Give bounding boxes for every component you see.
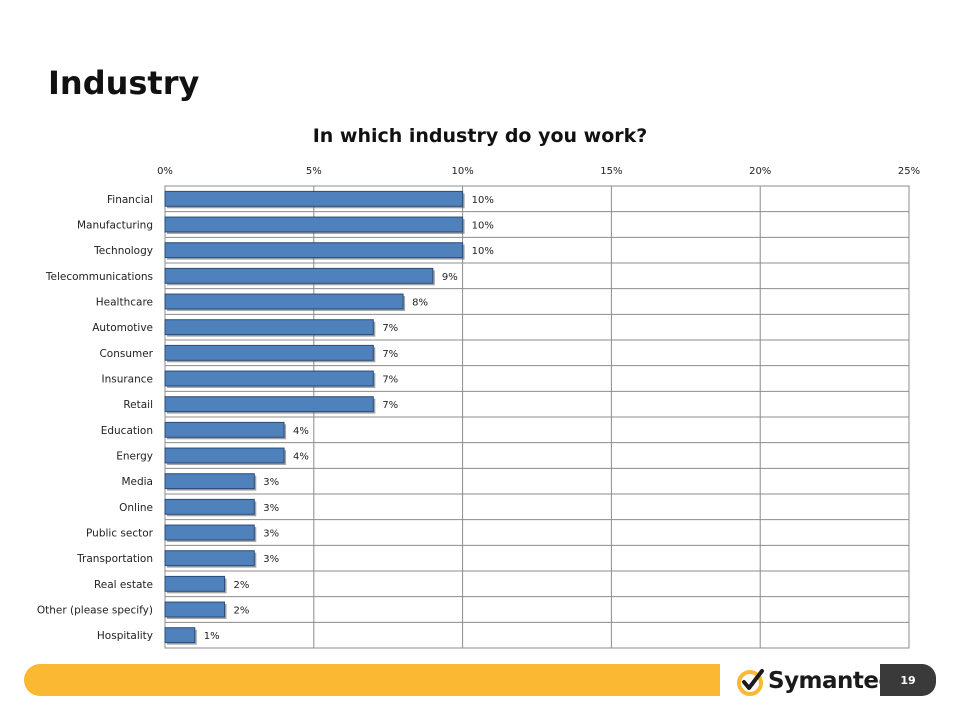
y-category-label: Telecommunications <box>45 271 153 283</box>
logo-text: Symantec. <box>768 668 896 694</box>
data-labels: 10% 10% 10% 9% 8% 7% 7% 7% 7% 4% 4% 3% 3% 3% 3% 2% 2% 1% <box>204 195 494 642</box>
y-category-label: Consumer <box>99 348 153 360</box>
data-label: 7% <box>382 323 398 334</box>
y-category-label: Manufacturing <box>77 220 153 232</box>
bar <box>164 550 255 567</box>
bar <box>164 575 226 592</box>
x-tick-label: 5% <box>306 166 322 177</box>
bar <box>164 627 196 644</box>
data-label: 8% <box>412 298 428 309</box>
chart-grid <box>164 185 910 649</box>
y-category-labels: Financial Manufacturing Technology Telecomm… <box>37 194 154 642</box>
y-category-label: Automotive <box>92 322 153 334</box>
data-label: 3% <box>263 554 279 565</box>
data-label: 9% <box>442 272 458 283</box>
footer-bar <box>24 664 720 696</box>
x-tick-label: 20% <box>749 166 771 177</box>
x-tick-labels: 0% 5% 10% 15% 20% 25% <box>157 166 920 177</box>
data-label: 10% <box>472 221 494 232</box>
bar <box>164 344 374 361</box>
bar <box>164 498 255 515</box>
x-tick-label: 25% <box>898 166 920 177</box>
data-label: 3% <box>263 529 279 540</box>
y-category-label: Media <box>121 476 153 488</box>
data-label: 1% <box>204 631 220 642</box>
bar <box>164 190 464 207</box>
data-label: 7% <box>382 400 398 411</box>
data-label: 3% <box>263 503 279 514</box>
y-category-label: Real estate <box>94 579 153 591</box>
x-tick-label: 0% <box>157 166 173 177</box>
x-tick-label: 10% <box>451 166 473 177</box>
bars <box>164 190 465 645</box>
y-category-label: Technology <box>93 245 153 257</box>
data-label: 7% <box>382 375 398 386</box>
data-label: 7% <box>382 349 398 360</box>
data-label: 10% <box>472 195 494 206</box>
bar <box>164 293 404 310</box>
bar <box>164 601 226 618</box>
bar <box>164 421 285 438</box>
bar <box>164 473 255 490</box>
data-label: 2% <box>234 580 250 591</box>
slide-title: Industry <box>48 64 200 102</box>
y-category-label: Other (please specify) <box>37 605 153 617</box>
data-label: 2% <box>234 606 250 617</box>
data-label: 3% <box>263 477 279 488</box>
y-category-label: Energy <box>116 451 153 463</box>
y-category-label: Public sector <box>86 528 154 540</box>
chart-title: In which industry do you work? <box>313 125 648 147</box>
y-category-label: Hospitality <box>97 630 153 642</box>
y-category-label: Retail <box>123 399 153 411</box>
data-label: 4% <box>293 452 309 463</box>
y-category-label: Healthcare <box>96 297 153 309</box>
bar-chart: In which industry do you work? 0% 5% 10% 15… <box>37 125 920 649</box>
bar <box>164 319 374 336</box>
y-category-label: Transportation <box>76 553 153 565</box>
data-label: 4% <box>293 426 309 437</box>
y-category-label: Financial <box>107 194 153 206</box>
y-category-label: Insurance <box>101 374 153 386</box>
page-number: 19 <box>880 664 936 696</box>
data-label: 10% <box>472 246 494 257</box>
bar <box>164 242 464 259</box>
bar <box>164 267 434 284</box>
bar <box>164 216 464 233</box>
bar <box>164 524 255 541</box>
bar <box>164 447 285 464</box>
symantec-logo: Symantec. <box>736 664 896 698</box>
y-category-label: Education <box>101 425 153 437</box>
x-tick-label: 15% <box>600 166 622 177</box>
y-category-label: Online <box>119 502 153 514</box>
checkmark-logo-icon <box>736 667 764 696</box>
bar <box>164 370 374 387</box>
bar <box>164 396 374 413</box>
